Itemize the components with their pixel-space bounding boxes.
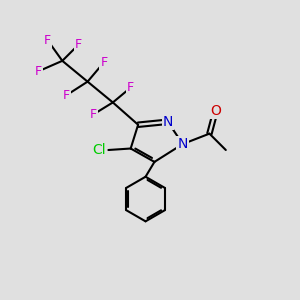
Text: F: F (63, 88, 70, 101)
Text: F: F (100, 56, 107, 69)
Text: F: F (35, 65, 42, 78)
Text: F: F (44, 34, 51, 46)
Text: Cl: Cl (93, 143, 106, 157)
Text: O: O (210, 104, 221, 118)
Text: F: F (90, 108, 97, 121)
Text: F: F (127, 81, 134, 94)
Text: N: N (178, 137, 188, 151)
Text: F: F (75, 38, 82, 51)
Text: N: N (163, 115, 173, 129)
